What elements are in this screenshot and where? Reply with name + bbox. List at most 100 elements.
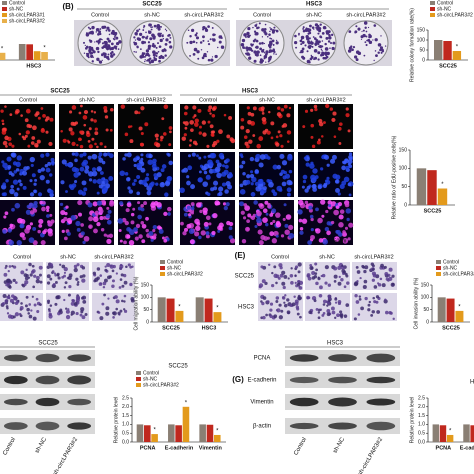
cell xyxy=(240,118,245,122)
cell-line-header: HSC3 xyxy=(306,2,323,8)
cell xyxy=(51,162,55,166)
cell xyxy=(156,172,162,178)
colony xyxy=(135,51,137,53)
cell xyxy=(252,134,256,137)
colony xyxy=(189,40,193,45)
x-tick-label: HSC3 xyxy=(26,63,41,69)
cell xyxy=(280,309,284,313)
cell xyxy=(1,119,5,123)
cell xyxy=(193,114,197,118)
cell xyxy=(64,211,68,216)
colony xyxy=(270,38,273,40)
cell xyxy=(45,167,51,173)
cell xyxy=(307,240,313,245)
cell xyxy=(275,212,281,218)
cell xyxy=(14,312,20,317)
colony xyxy=(313,49,318,53)
cell xyxy=(371,310,376,314)
colony xyxy=(141,55,145,58)
cell xyxy=(255,153,261,160)
cell xyxy=(93,111,97,114)
significance: * xyxy=(456,45,459,51)
colony xyxy=(97,50,100,54)
cell xyxy=(15,161,21,168)
colony xyxy=(301,40,305,44)
cell xyxy=(136,162,142,169)
cell xyxy=(271,271,274,275)
cell xyxy=(337,126,342,131)
legend-label: Control xyxy=(167,259,183,265)
cell xyxy=(330,220,335,225)
cell xyxy=(13,192,19,197)
cell xyxy=(30,309,33,312)
cell xyxy=(276,308,281,313)
cell xyxy=(281,281,286,286)
y-tick-label: 2.5 xyxy=(122,395,129,401)
legend-swatch xyxy=(160,260,165,264)
cell xyxy=(332,173,338,179)
colony xyxy=(156,24,161,28)
group-label: Control xyxy=(271,254,289,260)
cell xyxy=(288,224,294,230)
x-tick-label: SCC25 xyxy=(424,208,442,214)
colony xyxy=(165,38,169,42)
colony xyxy=(144,60,146,63)
cell xyxy=(101,177,105,181)
cell xyxy=(304,109,309,113)
cell xyxy=(83,187,88,192)
cell xyxy=(99,216,104,221)
cell xyxy=(4,135,9,141)
colony xyxy=(363,21,368,25)
colony xyxy=(169,36,172,39)
x-tick-label: SCC25 xyxy=(162,325,180,331)
colony xyxy=(112,51,114,54)
group-label: Control xyxy=(13,254,31,260)
cell xyxy=(367,308,371,312)
band xyxy=(289,422,319,430)
colony xyxy=(152,50,156,54)
blot-title: HSC3 xyxy=(327,341,344,347)
cell xyxy=(373,285,378,289)
cell xyxy=(46,281,51,285)
cell xyxy=(61,229,65,233)
cell xyxy=(254,181,260,186)
bar xyxy=(33,51,41,60)
cell xyxy=(348,154,353,160)
cell xyxy=(69,110,73,114)
colony xyxy=(164,42,168,46)
cell xyxy=(11,207,15,212)
colony xyxy=(357,27,361,31)
cell xyxy=(152,225,158,230)
bar xyxy=(452,51,462,60)
colony xyxy=(250,43,253,46)
colony xyxy=(253,59,257,63)
band xyxy=(366,398,396,406)
colony xyxy=(253,30,257,33)
cell xyxy=(121,299,124,303)
cell xyxy=(325,103,330,109)
cell xyxy=(355,265,359,269)
cell xyxy=(35,111,40,116)
cell xyxy=(211,230,216,236)
cell xyxy=(47,161,52,166)
cell xyxy=(310,234,315,240)
cell xyxy=(281,270,286,275)
cell xyxy=(19,314,23,318)
colony xyxy=(306,59,311,64)
colony xyxy=(255,39,259,43)
colony xyxy=(92,56,95,58)
cell xyxy=(336,313,340,318)
colony xyxy=(377,43,382,47)
cell xyxy=(150,238,154,242)
colony xyxy=(200,49,203,51)
cell xyxy=(286,192,291,197)
cell xyxy=(65,205,69,209)
cell xyxy=(81,266,86,270)
cell xyxy=(304,200,309,205)
cell xyxy=(186,205,191,210)
colony xyxy=(247,53,251,56)
colony xyxy=(153,24,157,28)
colony xyxy=(158,45,162,49)
scale-bar-label: 50um xyxy=(334,238,347,244)
cell xyxy=(222,202,227,206)
